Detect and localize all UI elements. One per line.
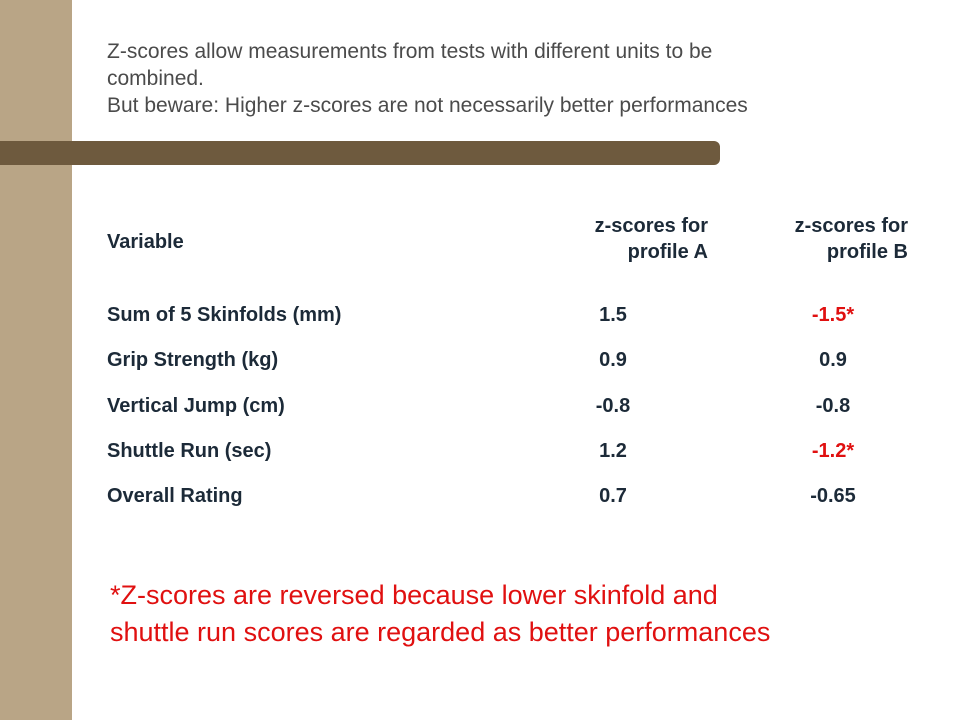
- row-name-skinfolds: Sum of 5 Skinfolds (mm): [107, 304, 342, 326]
- intro-line-1: Z-scores allow measurements from tests w…: [107, 40, 713, 63]
- title-divider-bar: [0, 141, 720, 165]
- row-shuttle-run-profile-a: 1.2: [599, 440, 627, 462]
- footnote-line-2: shuttle run scores are regarded as bette…: [110, 617, 771, 647]
- row-vertical-jump-profile-a: -0.8: [595, 395, 631, 417]
- row-name-vertical-jump: Vertical Jump (cm): [107, 395, 285, 417]
- row-grip-strength-profile-a: 0.9: [599, 349, 627, 371]
- intro-line-2: combined.: [107, 67, 204, 90]
- row-name-overall-rating: Overall Rating: [107, 485, 243, 507]
- row-vertical-jump-profile-b: -0.8: [815, 395, 851, 417]
- row-overall-rating-profile-b: -0.65: [810, 485, 856, 507]
- slide-intro-text: Z-scores allow measurements from tests w…: [107, 38, 947, 119]
- column-header-profile-b-line-1: z-scores for: [794, 215, 908, 237]
- row-shuttle-run-profile-b: -1.2*: [811, 440, 855, 462]
- column-header-profile-a-line-2: profile A: [627, 241, 708, 263]
- row-grip-strength-profile-b: 0.9: [819, 349, 847, 371]
- row-name-shuttle-run: Shuttle Run (sec): [107, 440, 272, 462]
- row-overall-rating-profile-a: 0.7: [599, 485, 627, 507]
- column-header-profile-b-line-2: profile B: [826, 241, 908, 263]
- column-header-profile-b: z-scores for profile B: [740, 213, 908, 265]
- column-header-variable: Variable: [107, 231, 184, 253]
- row-skinfolds-profile-b: -1.5*: [811, 304, 855, 326]
- intro-line-3: But beware: Higher z-scores are not nece…: [107, 94, 748, 117]
- column-header-profile-a: z-scores for profile A: [520, 213, 708, 265]
- row-name-grip-strength: Grip Strength (kg): [107, 349, 279, 371]
- side-decoration-band: [0, 0, 72, 720]
- row-skinfolds-profile-a: 1.5: [599, 304, 627, 326]
- footnote-line-1: *Z-scores are reversed because lower ski…: [110, 580, 718, 610]
- column-header-profile-a-line-1: z-scores for: [594, 215, 708, 237]
- footnote: *Z-scores are reversed because lower ski…: [110, 577, 950, 651]
